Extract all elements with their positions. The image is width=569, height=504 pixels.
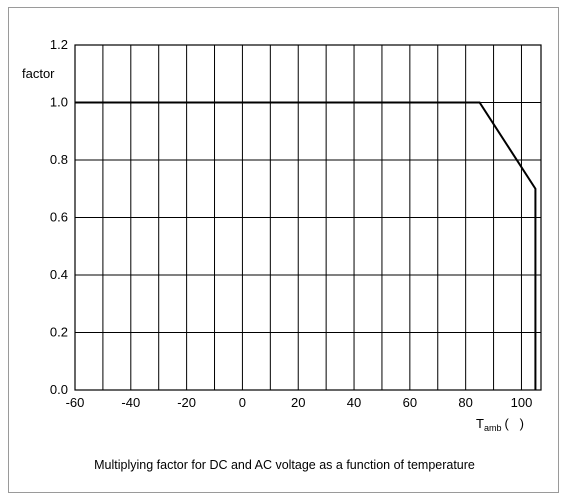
figure-frame: [8, 7, 559, 493]
y-tick-label: 0.8: [50, 152, 68, 167]
y-tick-label: 1.2: [50, 37, 68, 52]
x-tick-label: 60: [403, 395, 417, 410]
x-axis-label-main: T: [476, 416, 484, 431]
y-tick-label: 0.2: [50, 325, 68, 340]
x-tick-label: -60: [66, 395, 85, 410]
x-tick-label: -20: [177, 395, 196, 410]
x-tick-label: 40: [347, 395, 361, 410]
x-tick-label: 20: [291, 395, 305, 410]
x-tick-label: -40: [121, 395, 140, 410]
x-tick-label: 100: [511, 395, 533, 410]
series-line: [75, 101, 537, 390]
y-tick-label: 1.0: [50, 95, 68, 110]
y-tick-labels: 0.0 0.2 0.4 0.6 0.8 1.0 1.2: [50, 37, 68, 397]
y-tick-label: 0.6: [50, 210, 68, 225]
series-layer: [75, 101, 537, 390]
x-tick-label: 80: [458, 395, 472, 410]
y-tick-label: 0.4: [50, 267, 68, 282]
x-axis-label-sub: amb: [484, 423, 502, 433]
figure-caption: Multiplying factor for DC and AC voltage…: [94, 458, 475, 472]
grid: [74, 44, 542, 391]
plot-frame: [74, 44, 542, 391]
x-tick-label: 0: [239, 395, 246, 410]
x-axis-label-unit: ( ): [504, 416, 524, 431]
x-tick-labels: -60 -40 -20 0 20 40 60 80 100: [66, 395, 533, 410]
y-axis-label: factor: [22, 66, 55, 81]
y-tick-label: 0.0: [50, 382, 68, 397]
x-axis-label: Tamb( ): [476, 416, 524, 433]
